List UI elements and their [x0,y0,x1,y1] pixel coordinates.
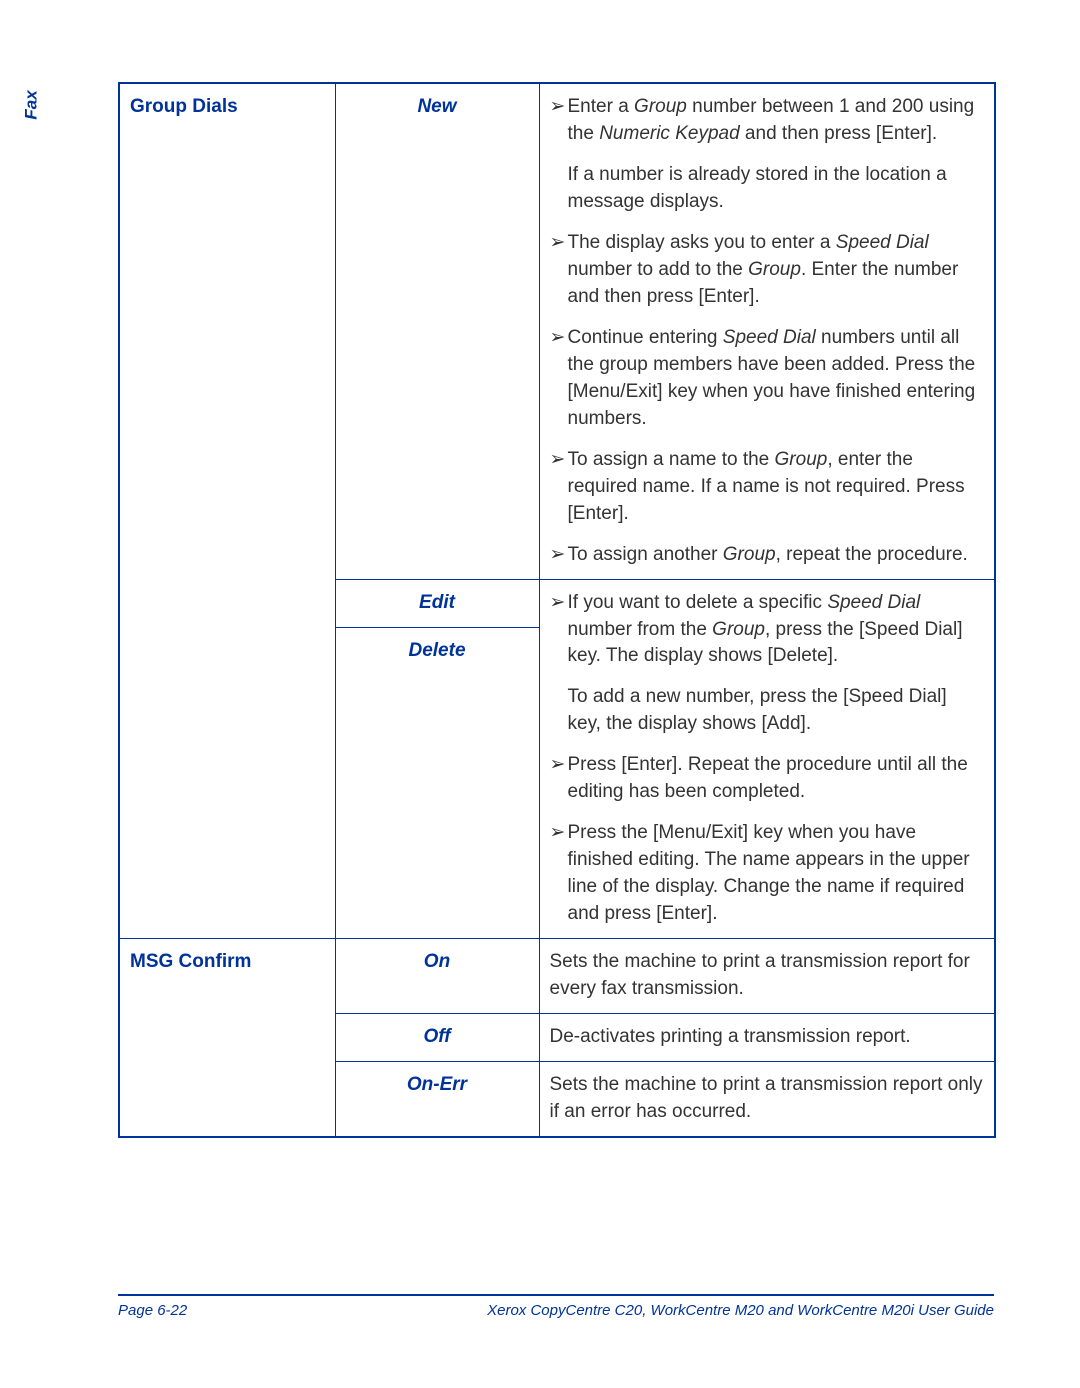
plain-text: To add a new number, press the [Speed Di… [568,684,985,738]
option-off: Off [335,1014,539,1062]
bullet-text: To assign a name to the Group, enter the… [568,447,985,528]
bullet-item: ➢ The display asks you to enter a Speed … [550,230,985,311]
main-content: Group Dials New ➢ Enter a Group number b… [118,82,994,1138]
bullet-item: ➢ Press the [Menu/Exit] key when you hav… [550,820,985,928]
desc-off: De-activates printing a transmission rep… [539,1014,995,1062]
bullet-item: ➢ Press [Enter]. Repeat the procedure un… [550,752,985,806]
footer-page-number: Page 6-22 [118,1302,187,1319]
bullet-item: ➢ Enter a Group number between 1 and 200… [550,94,985,148]
bullet-item: ➢ If you want to delete a specific Speed… [550,590,985,671]
desc-new: ➢ Enter a Group number between 1 and 200… [539,83,995,579]
bullet-arrow-icon: ➢ [550,447,568,528]
bullet-text: Continue entering Speed Dial numbers unt… [568,325,985,433]
option-delete: Delete [336,628,539,675]
feature-name-group-dials: Group Dials [119,83,335,939]
bullet-text: Press the [Menu/Exit] key when you have … [568,820,985,928]
option-edit: Edit [336,580,539,628]
option-new: New [335,83,539,579]
bullet-arrow-icon: ➢ [550,820,568,928]
bullet-item: ➢ To assign another Group, repeat the pr… [550,542,985,569]
bullet-arrow-icon: ➢ [550,542,568,569]
section-side-label: Fax [22,90,42,119]
bullet-text: Enter a Group number between 1 and 200 u… [568,94,985,148]
bullet-arrow-icon: ➢ [550,230,568,311]
option-edit-delete: Edit Delete [335,579,539,939]
bullet-item: ➢ Continue entering Speed Dial numbers u… [550,325,985,433]
footer-guide-title: Xerox CopyCentre C20, WorkCentre M20 and… [487,1302,994,1319]
table-row: Group Dials New ➢ Enter a Group number b… [119,83,995,579]
bullet-text: Press [Enter]. Repeat the procedure unti… [568,752,985,806]
option-on: On [335,939,539,1014]
bullet-text: To assign another Group, repeat the proc… [568,542,985,569]
desc-on-err: Sets the machine to print a transmission… [539,1062,995,1137]
bullet-arrow-icon: ➢ [550,325,568,433]
feature-name-msg-confirm: MSG Confirm [119,939,335,1137]
settings-table: Group Dials New ➢ Enter a Group number b… [118,82,996,1138]
bullet-arrow-icon: ➢ [550,94,568,148]
bullet-text: If you want to delete a specific Speed D… [568,590,985,671]
desc-on: Sets the machine to print a transmission… [539,939,995,1014]
option-on-err: On-Err [335,1062,539,1137]
bullet-text: The display asks you to enter a Speed Di… [568,230,985,311]
plain-text: If a number is already stored in the loc… [568,162,985,216]
footer-rule [118,1294,994,1296]
bullet-arrow-icon: ➢ [550,590,568,671]
desc-edit-delete: ➢ If you want to delete a specific Speed… [539,579,995,939]
bullet-item: ➢ To assign a name to the Group, enter t… [550,447,985,528]
table-row: MSG Confirm On Sets the machine to print… [119,939,995,1014]
bullet-arrow-icon: ➢ [550,752,568,806]
